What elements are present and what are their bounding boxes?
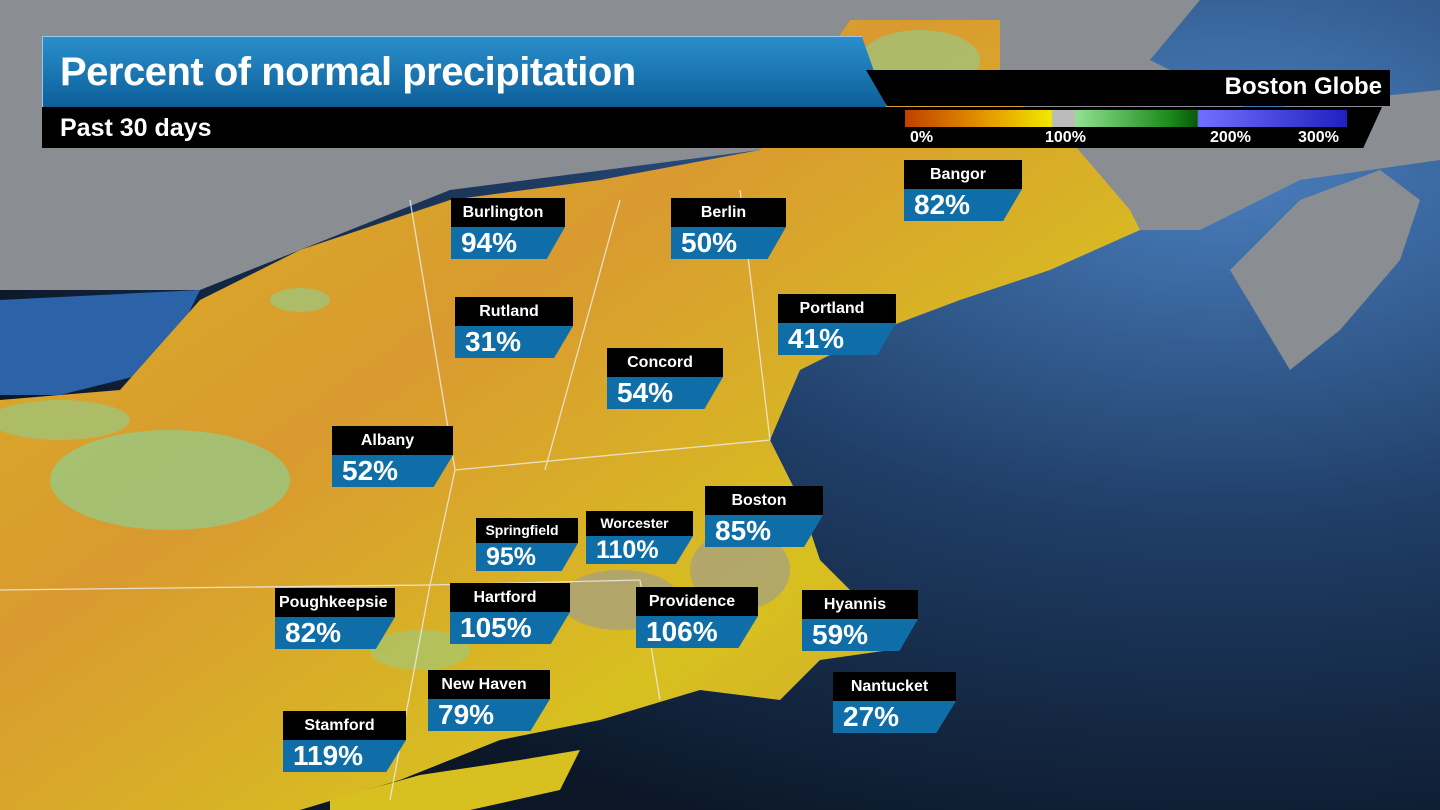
legend-tick: 100% xyxy=(1045,129,1086,146)
city-value: 54% xyxy=(607,377,723,409)
city-label: Portland 41% xyxy=(778,294,896,355)
city-value: 106% xyxy=(636,616,758,648)
city-name: Boston xyxy=(705,486,823,515)
city-label: Concord 54% xyxy=(607,348,723,409)
city-label: Poughkeepsie 82% xyxy=(275,588,395,649)
city-label: Burlington 94% xyxy=(451,198,565,259)
city-label: Springfield 95% xyxy=(476,518,578,571)
long-island xyxy=(330,750,580,810)
nova-scotia xyxy=(1230,170,1420,370)
city-name: Poughkeepsie xyxy=(275,588,395,617)
city-label: Berlin 50% xyxy=(671,198,786,259)
city-label: Albany 52% xyxy=(332,426,453,487)
city-label: Hartford 105% xyxy=(450,583,570,644)
city-name: Berlin xyxy=(671,198,786,227)
city-label: Providence 106% xyxy=(636,587,758,648)
city-value: 94% xyxy=(451,227,565,259)
city-name: New Haven xyxy=(428,670,550,699)
city-value: 41% xyxy=(778,323,896,355)
city-name: Worcester xyxy=(586,511,693,536)
city-label: Boston 85% xyxy=(705,486,823,547)
city-name: Hyannis xyxy=(802,590,918,619)
city-value: 79% xyxy=(428,699,550,731)
legend-tick: 200% xyxy=(1210,129,1251,146)
city-name: Albany xyxy=(332,426,453,455)
city-value: 59% xyxy=(802,619,918,651)
city-value: 82% xyxy=(275,617,395,649)
city-label: Rutland 31% xyxy=(455,297,573,358)
title-banner xyxy=(42,36,887,108)
city-value: 95% xyxy=(476,543,578,571)
city-label: Bangor 82% xyxy=(904,160,1022,221)
city-value: 85% xyxy=(705,515,823,547)
city-value: 31% xyxy=(455,326,573,358)
city-label: Worcester 110% xyxy=(586,511,693,564)
brand-logo: Boston Globe xyxy=(1224,73,1382,100)
subtitle: Past 30 days xyxy=(60,114,212,142)
city-name: Nantucket xyxy=(833,672,956,701)
city-name: Stamford xyxy=(283,711,406,740)
legend-color-bar xyxy=(905,110,1347,127)
city-value: 105% xyxy=(450,612,570,644)
city-label: Nantucket 27% xyxy=(833,672,956,733)
city-value: 52% xyxy=(332,455,453,487)
city-label: Stamford 119% xyxy=(283,711,406,772)
city-value: 119% xyxy=(283,740,406,772)
city-name: Springfield xyxy=(476,518,578,543)
city-name: Bangor xyxy=(904,160,1022,189)
city-value: 27% xyxy=(833,701,956,733)
city-name: Hartford xyxy=(450,583,570,612)
city-name: Burlington xyxy=(451,198,565,227)
page-title: Percent of normal precipitation xyxy=(60,50,636,94)
city-name: Concord xyxy=(607,348,723,377)
brand-banner xyxy=(866,70,1390,106)
legend-tick: 0% xyxy=(910,129,934,146)
city-value: 110% xyxy=(586,536,693,564)
city-name: Rutland xyxy=(455,297,573,326)
city-name: Providence xyxy=(636,587,758,616)
legend-tick: 300% xyxy=(1298,129,1339,146)
city-value: 82% xyxy=(904,189,1022,221)
city-label: New Haven 79% xyxy=(428,670,550,731)
city-value: 50% xyxy=(671,227,786,259)
city-name: Portland xyxy=(778,294,896,323)
city-label: Hyannis 59% xyxy=(802,590,918,651)
